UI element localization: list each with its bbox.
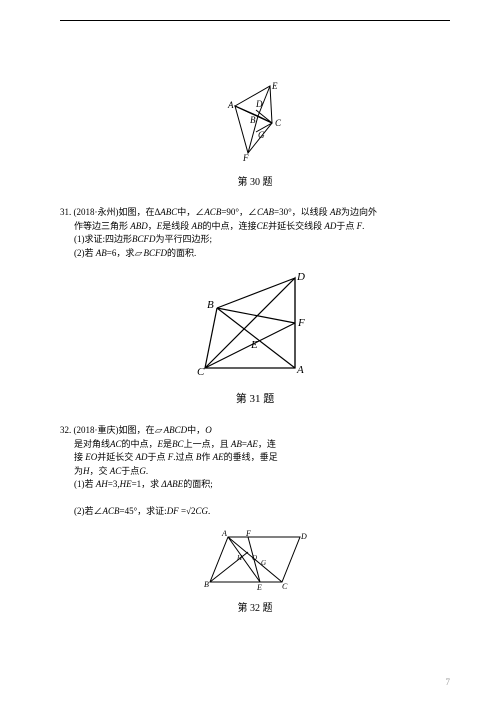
label-e31: E [250, 339, 258, 351]
label-b: B [250, 115, 256, 125]
label-e32: E [256, 583, 262, 592]
label-e: E [271, 81, 278, 91]
label-f32: F [245, 529, 251, 538]
figure-30: A B C D E F G 第 30 题 [60, 81, 450, 188]
label-g32: G [261, 559, 266, 567]
label-a32: A [221, 529, 227, 538]
label-f: F [242, 153, 249, 163]
label-d31: D [296, 271, 305, 283]
label-d32: D [300, 532, 307, 541]
problem-32: 32. (2018·重庆)如图，在▱ ABCD中，O 是对角线AC的中点，E是B… [60, 424, 450, 519]
figure-30-svg: A B C D E F G [210, 81, 300, 171]
label-b31: B [207, 299, 214, 311]
label-a31: A [296, 364, 304, 376]
label-a: A [227, 100, 234, 110]
label-c: C [275, 118, 282, 128]
figure-31-svg: A B C D E F [185, 268, 325, 388]
page-number: 7 [446, 677, 451, 687]
label-h32: H [236, 554, 243, 562]
figure-30-caption: 第 30 题 [60, 173, 450, 188]
top-rule [60, 20, 450, 21]
label-o32: O [252, 554, 257, 562]
problem-31: 31. (2018·永州)如图，在ΔABC中，∠ACB=90°，∠CAB=30°… [60, 206, 450, 260]
problem-32-number: 32. [60, 425, 71, 435]
label-f31: F [297, 317, 305, 329]
label-b32: B [204, 580, 209, 589]
label-c31: C [197, 366, 205, 378]
figure-32-caption: 第 32 题 [60, 599, 450, 614]
p31-src: (2018·永州)如图，在 [74, 207, 155, 217]
label-d: D [255, 99, 263, 109]
figure-31-caption: 第 31 题 [60, 390, 450, 406]
label-c32: C [282, 582, 288, 591]
label-g: G [258, 130, 265, 140]
figure-32-svg: A B C D E F G H O [200, 527, 310, 597]
problem-31-number: 31. [60, 207, 71, 217]
figure-31: A B C D E F 第 31 题 [60, 268, 450, 406]
figure-32: A B C D E F G H O 第 32 题 [60, 527, 450, 614]
